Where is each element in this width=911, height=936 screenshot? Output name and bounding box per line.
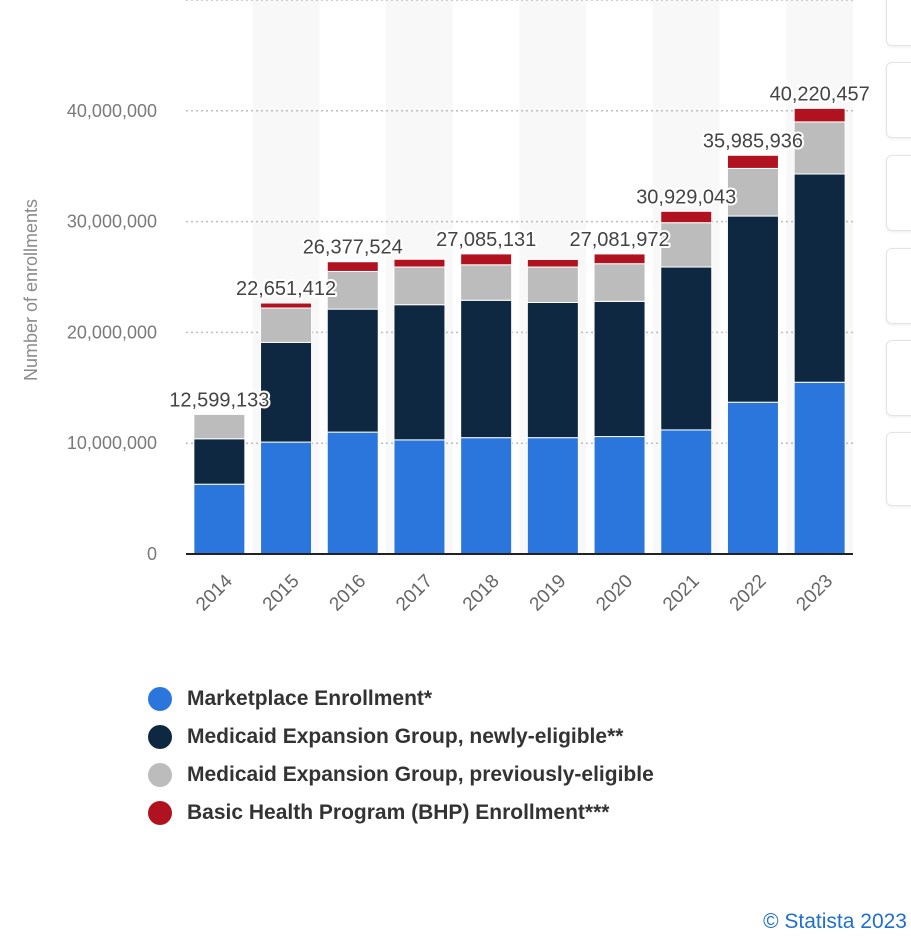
legend-label-marketplace: Marketplace Enrollment* [187, 687, 433, 710]
stacked-bar-chart: 0 10,000,000 20,000,000 30,000,000 40,000,00… [21, 0, 872, 615]
y-tick-label: 20,000,000 [67, 322, 157, 342]
bar-segment[interactable] [726, 167, 779, 217]
legend-marker-newly-eligible [148, 725, 172, 749]
bar-segment[interactable] [393, 439, 446, 555]
total-labels: 12,599,133 22,651,412 26,377,524 27,085,131… [167, 81, 871, 413]
legend-marker-marketplace [148, 687, 172, 711]
x-tick-label: 2019 [526, 571, 571, 616]
x-tick-label: 2015 [259, 571, 304, 616]
legend-label-newly-eligible: Medicaid Expansion Group, newly-eligible… [187, 725, 624, 748]
bars [193, 107, 846, 555]
x-tick-label: 2023 [792, 571, 837, 616]
bar-segment[interactable] [326, 261, 379, 272]
x-tick-label: 2016 [326, 571, 371, 616]
bar-segment[interactable] [660, 429, 713, 555]
x-tick-label: 2014 [192, 570, 237, 615]
bar-segment[interactable] [526, 266, 579, 303]
bar-segment[interactable] [393, 304, 446, 441]
bar-segment[interactable] [660, 222, 713, 268]
y-tick-label: 10,000,000 [67, 433, 157, 453]
legend-marker-bhp [148, 801, 172, 825]
total-label: 40,220,457 [770, 83, 870, 105]
bar-segment[interactable] [526, 301, 579, 439]
bar-segment[interactable] [326, 270, 379, 310]
bar-segment[interactable] [326, 308, 379, 433]
bar-segment[interactable] [460, 299, 513, 439]
bar-segment[interactable] [793, 121, 846, 175]
bar-segment[interactable] [593, 436, 646, 555]
side-toolbar-button-6[interactable] [886, 432, 911, 506]
x-tick-label: 2020 [592, 571, 637, 616]
y-tick-label: 0 [147, 544, 157, 564]
bar-segment[interactable] [193, 413, 246, 440]
y-axis-ticks: 0 10,000,000 20,000,000 30,000,000 40,000,00… [67, 101, 157, 564]
side-toolbar-button-2[interactable] [886, 62, 911, 138]
total-label: 12,599,133 [169, 389, 269, 411]
total-label: 30,929,043 [636, 186, 736, 208]
bar-segment[interactable] [793, 107, 846, 123]
x-tick-label: 2021 [659, 571, 704, 616]
legend-label-bhp: Basic Health Program (BHP) Enrollment*** [187, 801, 610, 824]
x-axis-ticks: 2014 2015 2016 2017 2018 2019 2020 2021 2022 2023 [192, 570, 837, 615]
bar-segment[interactable] [260, 302, 313, 309]
bar-segment[interactable] [726, 154, 779, 169]
bar-segment[interactable] [260, 307, 313, 343]
bar-segment[interactable] [260, 441, 313, 555]
bar-segment[interactable] [660, 210, 713, 224]
total-label: 26,377,524 [303, 237, 403, 259]
bar-segment[interactable] [526, 258, 579, 268]
y-tick-label: 40,000,000 [67, 101, 157, 121]
bar-segment[interactable] [660, 266, 713, 431]
bar-segment[interactable] [526, 437, 579, 555]
bar-segment[interactable] [726, 215, 779, 403]
x-tick-label: 2018 [459, 571, 504, 616]
bar-segment[interactable] [393, 258, 446, 268]
bar-segment[interactable] [393, 266, 446, 306]
bar-segment[interactable] [460, 437, 513, 555]
bar-segment[interactable] [793, 381, 846, 555]
total-label: 35,985,936 [703, 130, 803, 152]
legend-label-previously-eligible: Medicaid Expansion Group, previously-eli… [187, 763, 654, 786]
legend-marker-previously-eligible [148, 763, 172, 787]
total-label: 27,081,972 [569, 229, 669, 251]
x-tick-label: 2022 [726, 571, 771, 616]
bar-segment[interactable] [593, 253, 646, 265]
x-tick-label: 2017 [392, 571, 437, 616]
legend-item-marketplace[interactable]: Marketplace Enrollment* [148, 680, 654, 718]
bar-segment[interactable] [726, 401, 779, 555]
side-toolbar-button-5[interactable] [886, 340, 911, 416]
bar-segment[interactable] [793, 173, 846, 383]
bar-segment[interactable] [193, 483, 246, 555]
bar-segment[interactable] [326, 431, 379, 555]
bar-segment[interactable] [460, 253, 513, 266]
legend-item-bhp[interactable]: Basic Health Program (BHP) Enrollment*** [148, 794, 654, 832]
total-label: 22,651,412 [236, 278, 336, 300]
total-label: 27,085,131 [436, 229, 536, 251]
bar-segment[interactable] [193, 438, 246, 485]
statista-credit[interactable]: © Statista 2023 [763, 910, 907, 933]
y-axis-label: Number of enrollments [21, 199, 41, 381]
y-tick-label: 30,000,000 [67, 212, 157, 232]
legend: Marketplace Enrollment* Medicaid Expansi… [148, 680, 654, 832]
side-toolbar-button-3[interactable] [886, 155, 911, 231]
side-toolbar-button-4[interactable] [886, 248, 911, 324]
legend-item-newly-eligible[interactable]: Medicaid Expansion Group, newly-eligible… [148, 718, 654, 756]
legend-item-previously-eligible[interactable]: Medicaid Expansion Group, previously-eli… [148, 756, 654, 794]
side-toolbar-button-1[interactable] [886, 0, 911, 46]
bar-segment[interactable] [460, 264, 513, 301]
bar-segment[interactable] [593, 263, 646, 302]
bar-segment[interactable] [593, 300, 646, 438]
